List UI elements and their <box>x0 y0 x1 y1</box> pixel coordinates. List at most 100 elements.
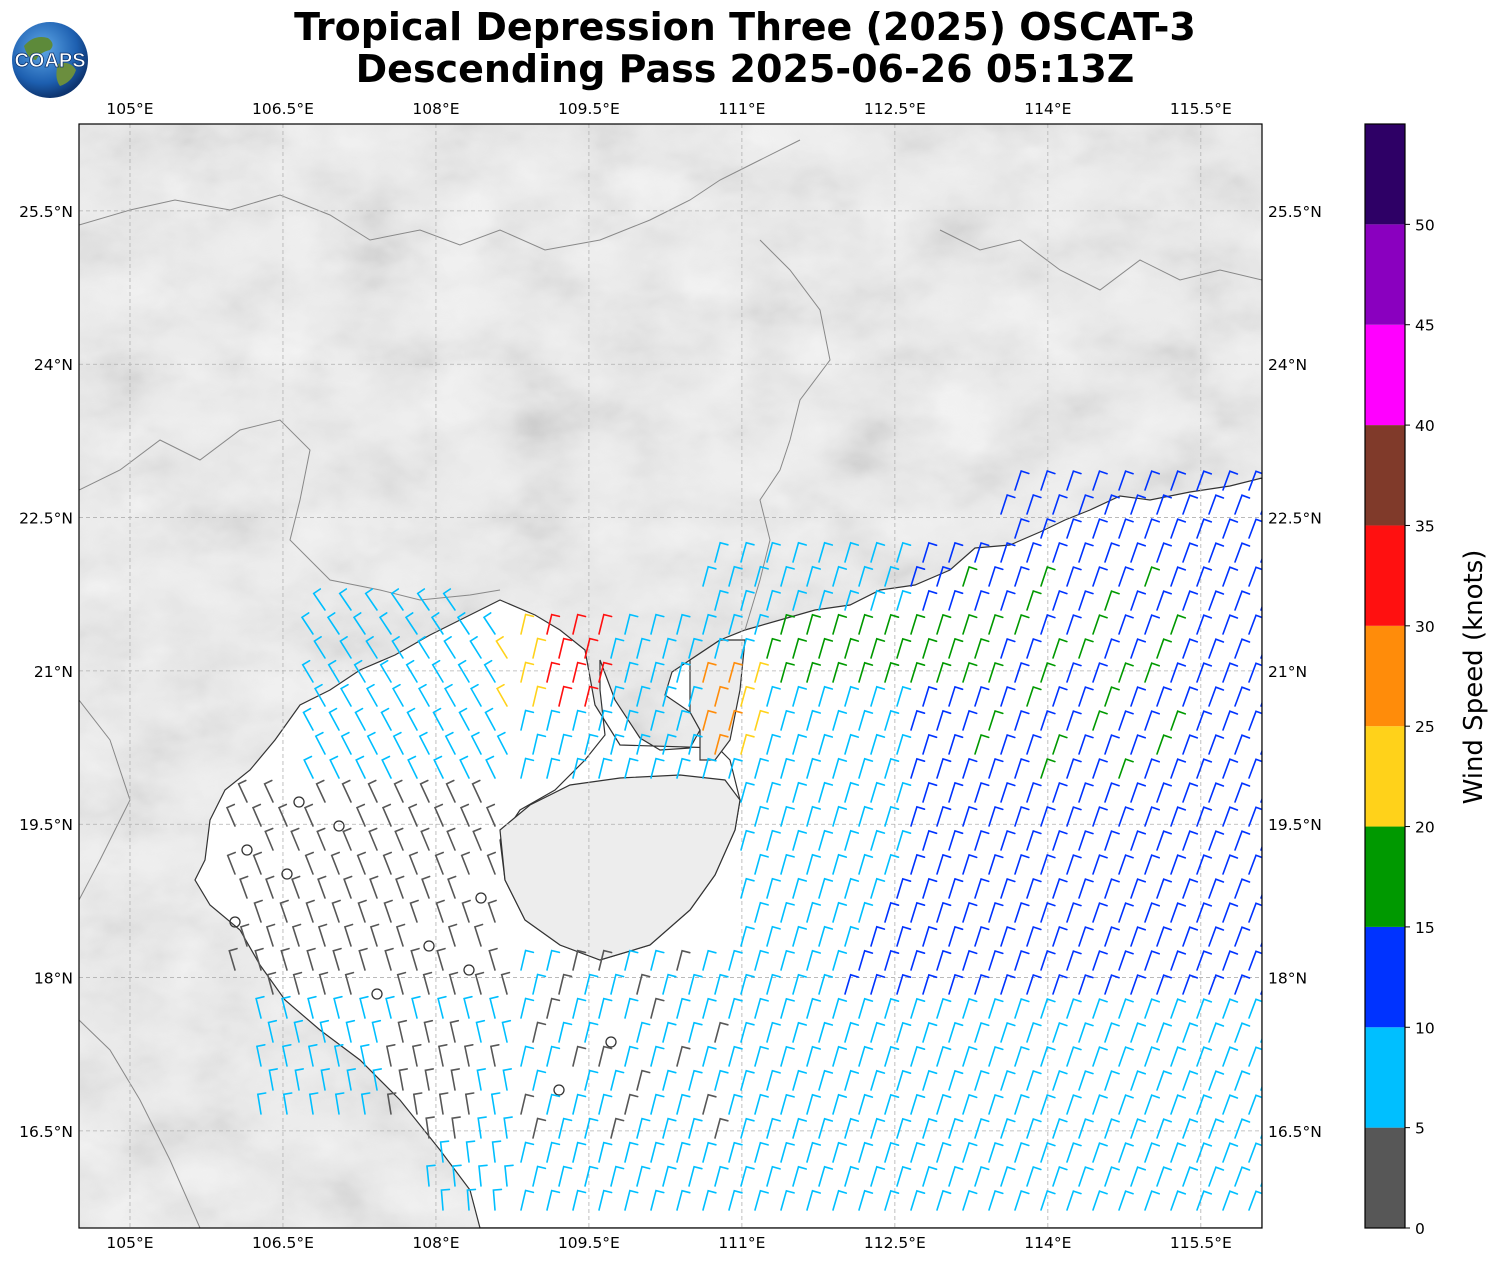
wind-barb <box>688 733 703 755</box>
wind-barb <box>662 1117 677 1139</box>
wind-barb <box>474 971 485 995</box>
wind-barb <box>962 565 978 587</box>
wind-barb <box>360 1092 371 1115</box>
wind-barb <box>345 1019 356 1043</box>
wind-barb <box>766 541 781 563</box>
colorbar-segment <box>1365 826 1405 927</box>
wind-barb <box>365 636 378 659</box>
wind-barb <box>520 709 535 731</box>
colorbar-segment <box>1365 425 1405 526</box>
wind-barb <box>636 637 651 659</box>
wind-barb <box>702 997 717 1019</box>
wind-barb <box>1066 758 1082 779</box>
wind-barb <box>584 733 599 755</box>
wind-barb <box>598 1141 613 1163</box>
wind-barb <box>1156 686 1172 707</box>
wind-barb <box>650 1141 665 1163</box>
wind-barb <box>636 1165 651 1187</box>
wind-barb <box>896 685 912 707</box>
wind-barb <box>1170 470 1187 491</box>
wind-barb <box>1092 614 1108 635</box>
wind-barb <box>676 1045 691 1067</box>
wind-barb <box>369 875 379 899</box>
wind-barb <box>307 995 317 1019</box>
wind-barb <box>740 829 755 851</box>
wind-barb <box>610 685 625 707</box>
wind-barb <box>636 1117 651 1139</box>
wind-barb <box>1118 758 1134 779</box>
wind-barb <box>451 1116 461 1139</box>
wind-barb <box>1170 662 1187 683</box>
wind-barb <box>610 1069 625 1091</box>
wind-barb <box>884 661 900 683</box>
wind-barb <box>320 1068 330 1091</box>
lon-tick-label-bottom: 112.5°E <box>864 1234 926 1252</box>
wind-barb <box>766 829 781 851</box>
wind-barb <box>728 613 743 635</box>
wind-barb <box>465 1140 476 1163</box>
wind-barb <box>650 613 665 635</box>
wind-barb <box>1040 997 1056 1019</box>
wind-barb <box>948 1021 964 1043</box>
wind-barb <box>1130 974 1146 995</box>
wind-barb <box>228 947 238 971</box>
wind-barb <box>754 853 769 875</box>
wind-barb <box>1156 830 1172 851</box>
wind-barb <box>676 757 691 779</box>
colorbar-tick-label: 10 <box>1415 1019 1435 1037</box>
wind-barb <box>584 1117 599 1139</box>
wind-barb <box>948 1117 964 1139</box>
colorbar-segment <box>1365 926 1405 1028</box>
wind-barb <box>1092 662 1108 683</box>
wind-barb <box>319 1019 330 1043</box>
wind-barb <box>406 707 418 731</box>
wind-barb <box>378 612 392 635</box>
wind-barb <box>1222 662 1239 683</box>
wind-barb <box>1118 1142 1134 1163</box>
wind-barb <box>1248 806 1262 827</box>
wind-barb <box>936 1093 952 1115</box>
wind-barb <box>1156 734 1172 755</box>
wind-barb <box>1182 974 1199 995</box>
wind-barb <box>792 733 807 755</box>
wind-barb <box>572 997 587 1019</box>
wind-barb <box>676 613 691 635</box>
wind-barb <box>472 827 482 851</box>
wind-barb <box>558 1021 573 1043</box>
wind-barb <box>277 803 288 827</box>
wind-barb <box>988 566 1004 587</box>
wind-barb <box>1248 1190 1262 1211</box>
wind-barb <box>624 613 639 635</box>
wind-barb <box>546 997 561 1019</box>
wind-barb <box>504 1164 514 1187</box>
wind-barb <box>792 1117 807 1139</box>
wind-barb <box>962 997 978 1019</box>
wind-barb <box>728 1141 743 1163</box>
wind-barb <box>1182 1070 1199 1091</box>
wind-barb <box>317 875 327 899</box>
calm-wind-marker <box>241 844 253 856</box>
wind-barb <box>1078 782 1094 803</box>
wind-barb <box>1208 638 1225 659</box>
wind-barb <box>1208 590 1225 611</box>
wind-barb <box>728 1189 743 1211</box>
wind-barb <box>754 1141 769 1163</box>
wind-barb <box>1144 710 1160 731</box>
wind-barb <box>1196 854 1213 875</box>
wind-barb <box>624 757 639 779</box>
wind-barb <box>584 1165 599 1187</box>
wind-barb <box>702 1141 717 1163</box>
wind-barb <box>369 923 380 947</box>
wind-barb <box>386 1092 397 1115</box>
wind-barb <box>1052 1069 1068 1091</box>
wind-barb <box>1130 1166 1146 1187</box>
wind-barb <box>1078 1118 1094 1139</box>
wind-barb <box>1144 1046 1160 1067</box>
wind-barb <box>502 1068 512 1091</box>
wind-barb <box>1014 613 1030 635</box>
wind-barb <box>780 997 795 1019</box>
wind-barb <box>1026 637 1042 659</box>
wind-barb <box>884 565 900 587</box>
wind-barb <box>988 710 1004 731</box>
wind-barb <box>650 709 665 731</box>
